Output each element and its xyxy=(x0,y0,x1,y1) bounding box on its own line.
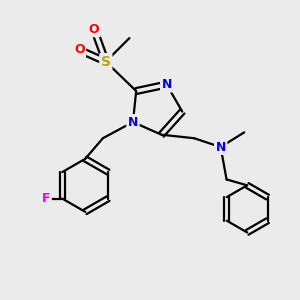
Text: O: O xyxy=(74,44,85,56)
Text: F: F xyxy=(42,192,50,205)
Text: N: N xyxy=(215,141,226,154)
Text: O: O xyxy=(89,23,99,36)
Text: N: N xyxy=(161,78,172,91)
Text: S: S xyxy=(101,55,111,69)
Text: N: N xyxy=(128,116,138,128)
